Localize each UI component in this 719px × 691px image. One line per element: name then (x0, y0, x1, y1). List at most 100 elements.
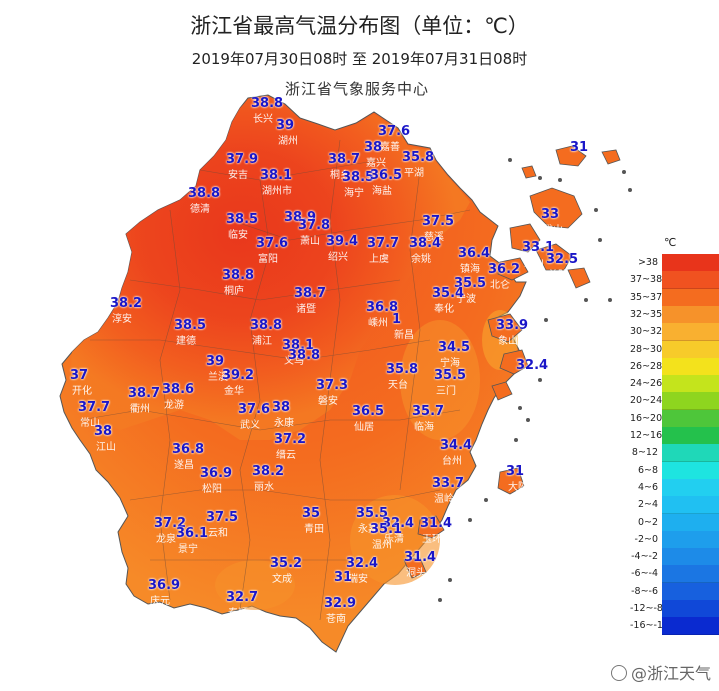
station-city: 石浦 (518, 376, 538, 387)
legend-row: 28~30 (630, 340, 719, 359)
station-temperature: 35.5 (454, 276, 487, 291)
station-temperature: 38.7 (128, 386, 161, 401)
station-temperature: 1 (392, 312, 402, 327)
station-temperature: 36.5 (370, 168, 403, 183)
legend-label: 30~32 (630, 326, 663, 338)
station-temperature: 31 (570, 140, 589, 155)
station-city: 泰顺 (228, 608, 248, 619)
station-city: 开化 (72, 386, 92, 397)
station-temperature: 38 (94, 424, 113, 439)
station-temperature: 31 (334, 570, 353, 585)
weibo-icon (611, 665, 627, 681)
station-temperature: 37.8 (298, 218, 331, 233)
legend-row: 26~28 (630, 357, 719, 376)
legend-row: 30~32 (630, 323, 719, 342)
station-city: 绍兴 (328, 252, 348, 263)
station-temperature: 38.5 (226, 212, 259, 227)
station-temperature: 37 (70, 368, 89, 383)
station-city: 湖州市 (262, 186, 292, 197)
station-city: 象山 (498, 336, 518, 347)
station-temperature: 38.2 (252, 464, 285, 479)
islands (403, 145, 621, 579)
legend-label: 26~28 (630, 360, 663, 372)
station-temperature: 38.6 (162, 382, 195, 397)
station-temperature: 34.5 (438, 340, 471, 355)
station-temperature: 32.5 (546, 252, 579, 267)
legend-label: >38 (637, 257, 658, 268)
station-city: 海宁 (344, 188, 364, 199)
station-city: 衢州 (130, 404, 150, 415)
station-temperature: 38.1 (282, 338, 315, 353)
legend-row: 32~35 (630, 305, 719, 324)
station-city: 宁波 (456, 294, 476, 305)
station-city: 普陀 (548, 270, 568, 281)
station-city: 义乌 (284, 356, 304, 367)
station-temperature: 33.7 (432, 476, 465, 491)
legend-row: 4~6 (630, 478, 719, 497)
station-city: 文成 (272, 574, 292, 585)
station-city: 北仑 (490, 280, 510, 291)
date-range: 2019年07月30日08时 至 2019年07月31日08时 (191, 50, 528, 68)
station-temperature: 35.8 (402, 150, 435, 165)
station-city: 永康 (274, 418, 294, 429)
station-temperature: 36.8 (172, 442, 205, 457)
legend-label: -2~0 (634, 533, 658, 545)
legend-row: 16~20 (630, 409, 719, 428)
station-city: 大陈 (508, 482, 528, 493)
legend-swatch (662, 461, 719, 480)
station-temperature: 39 (276, 118, 295, 133)
station-city: 乐清 (384, 534, 404, 545)
station-temperature: 36.2 (488, 262, 521, 277)
legend-label: 16~20 (630, 412, 663, 424)
station-city: 仙居 (354, 422, 374, 433)
station-temperature: 31.4 (404, 550, 437, 565)
station-temperature: 37.7 (78, 400, 111, 415)
station-temperature: 38.5 (174, 318, 207, 333)
station-city: 临海 (414, 422, 434, 433)
islet-dots (438, 158, 632, 602)
legend-swatch (662, 582, 719, 601)
station-city: 云和 (208, 528, 228, 539)
station-city: 温州 (372, 540, 392, 551)
station-city: 淳安 (112, 314, 132, 325)
legend-swatch (662, 254, 719, 272)
legend-swatch (662, 288, 719, 307)
station-temperature: 38 (364, 140, 383, 155)
station-city: 江山 (96, 442, 116, 453)
legend-row: >38 (630, 254, 719, 272)
station-city: 嵊州 (368, 318, 388, 329)
station-city: 瑞安 (348, 574, 368, 585)
station-city: 景宁 (178, 544, 198, 555)
legend-label: 0~2 (637, 516, 658, 528)
legend-label: 12~16 (630, 430, 663, 441)
legend-label: -12~-8 (630, 603, 663, 614)
legend-swatch (662, 565, 719, 584)
station-temperature: 38.7 (328, 152, 361, 167)
station-temperature: 38.8 (188, 186, 221, 201)
station-city: 浦江 (252, 336, 272, 347)
legend-swatch (662, 496, 719, 515)
station-city: 遂昌 (174, 460, 194, 471)
legend-row: -4~-2 (630, 548, 719, 567)
station-temperature: 35 (302, 506, 321, 521)
legend-row: 24~26 (630, 375, 719, 394)
station-temperature: 38.8 (288, 348, 321, 363)
station-city: 慈溪 (424, 232, 444, 243)
station-temperature: 39.2 (222, 368, 255, 383)
station-temperature: 33.1 (522, 240, 555, 255)
station-city: 龙泉 (156, 534, 176, 545)
station-temperature: 32.4 (382, 516, 415, 531)
station-city: 平湖 (404, 168, 424, 179)
station-city: 龙游 (164, 400, 184, 411)
station-temperature: 32.7 (226, 590, 259, 605)
station-temperature: 32.4 (346, 556, 379, 571)
station-temperature: 36.8 (366, 300, 399, 315)
legend-label: 8~12 (631, 447, 658, 459)
station-city: 安吉 (228, 170, 248, 181)
legend-row: 6~8 (630, 461, 719, 480)
station-city: 常山 (80, 418, 100, 429)
station-city: 兰溪 (208, 372, 228, 383)
legend-swatch (662, 513, 719, 532)
legend-swatch (662, 427, 719, 445)
station-city: 嘉兴 (366, 158, 386, 169)
